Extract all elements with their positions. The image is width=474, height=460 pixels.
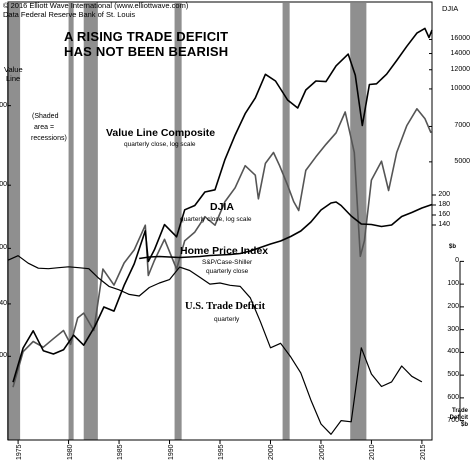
trade-deficit-label: U.S. Trade Deficit [185,301,266,312]
home-tick-label: 180 [438,201,450,208]
trade-tick-label: 500 [447,371,459,379]
x-tick-label: 2015 [419,444,427,460]
left-tick-label: 500 [0,101,7,109]
recession-note-line1: (Shaded [32,113,59,120]
djia-tick-label: 12000 [450,65,470,73]
djia-tick-label: 14000 [450,49,470,57]
djia-tick-label: 16000 [450,35,470,43]
djia-label: DJIA [210,201,234,213]
recession-note-line2: area = [34,124,55,131]
home-price-sublabel-2: quarterly close [206,268,249,275]
left-tick-label: 300 [0,181,7,189]
left-tick-label: 200 [0,244,7,252]
u-s-trade-deficit-line [7,255,423,435]
x-tick-label: 1995 [218,444,225,460]
trade-tick-label: 300 [447,325,459,333]
djia-tick-label: 5000 [454,157,470,165]
x-tick-label: 2010 [369,444,377,460]
trade-tick-label: 400 [447,348,459,356]
home-tick-label: 160 [438,211,450,218]
home-tick-label: 140 [438,221,450,228]
recession-band [6,3,21,440]
trade-tick-label: 700 [447,416,459,424]
djia-line [12,27,433,383]
trade-unit-label: $b [449,244,457,250]
trade-tick-label: 200 [447,302,459,310]
data-source-credit: Data Federal Reserve Bank of St. Louis [3,10,136,19]
djia-sublabel: quarterly close, log scale [180,216,252,223]
chart-title-line1: A RISING TRADE DEFICIT [64,29,229,44]
x-tick-label: 2005 [318,444,326,460]
value-line-sublabel: quarterly close, log scale [124,141,196,148]
djia-axis-name: DJIA [442,4,459,13]
value-line-label: Value Line Composite [106,127,216,139]
djia-tick-label: 7000 [454,122,470,130]
left-tick-label: 100 [0,352,7,360]
home-price-index-line [139,201,433,260]
x-tick-label: 1985 [117,444,125,460]
home-price-sublabel-1: S&P/Case-Shiller [202,259,253,266]
trade-axis-label-3: $b [460,422,468,428]
recession-band [174,3,182,440]
trade-tick-label: 0 [455,257,459,265]
recession-note-line3: recessions) [31,135,67,142]
trade-tick-label: 100 [447,280,459,288]
recession-band [68,3,74,440]
value-line-composite-line [12,108,432,388]
x-tick-label: 1975 [16,444,24,460]
copyright-credit: © 2016 Elliott Wave International (www.e… [3,1,189,10]
home-tick-label: 200 [438,191,450,198]
recession-band [83,3,98,440]
home-price-label: Home Price Index [180,245,269,257]
djia-tick-label: 10000 [450,84,470,92]
trade-deficit-sublabel: quarterly [214,316,240,323]
left-tick-label: 140 [0,299,7,307]
trade-axis-label-1: Trade [451,408,468,414]
x-tick-label: 1990 [167,444,175,460]
recession-band [282,3,290,440]
x-tick-label: 1980 [66,444,74,460]
trade-tick-label: 600 [447,393,459,401]
value-line-axis-name: Value [4,65,23,74]
chart-title-line2: HAS NOT BEEN BEARISH [64,44,229,59]
trade-axis-label-2: Deficit [449,415,468,421]
value-line-axis-name-2: Line [6,74,21,83]
x-tick-label: 2000 [268,444,276,460]
